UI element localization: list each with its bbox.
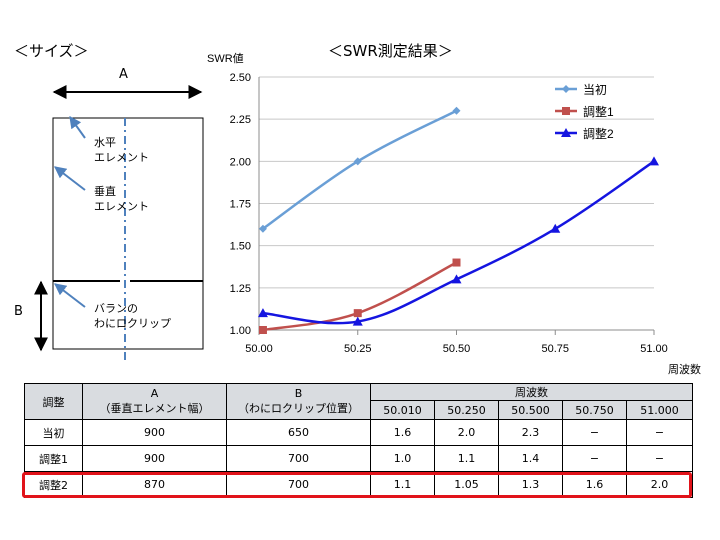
row-value: 1.05: [434, 471, 499, 498]
row-name: 調整1: [24, 445, 83, 472]
dimension-b-label: B: [14, 304, 23, 319]
x-tick-label: 51.00: [640, 343, 668, 355]
row-value: 1.4: [498, 445, 563, 472]
data-point: [451, 274, 462, 284]
chart-section-title: ＜SWR測定結果＞: [328, 42, 453, 60]
annotation-balun-clip: バランの わにロクリップ: [94, 302, 171, 330]
x-tick-label: 50.50: [443, 343, 471, 355]
row-b: 650: [226, 419, 371, 446]
antenna-frame: [52, 117, 204, 350]
table-row: 調整1 900 700 1.0 1.1 1.4 − −: [24, 445, 694, 472]
swr-chart: 1.00 1.25 1.50 1.75 2.00 2.25 2.50 50.00 50.25 50…: [207, 52, 701, 376]
y-tick-label: 2.25: [230, 114, 251, 126]
row-value: 1.6: [370, 419, 435, 446]
y-tick-label: 1.75: [230, 199, 251, 211]
row-b: 700: [226, 445, 371, 472]
header-freq-cell: 50.750: [562, 400, 627, 420]
row-a: 900: [82, 419, 227, 446]
series-line: [262, 261, 458, 332]
data-point: [562, 85, 570, 93]
pointer-vertical: [54, 166, 86, 191]
row-value: −: [562, 419, 627, 446]
y-tick-label: 2.50: [230, 72, 251, 84]
y-tick-label: 1.50: [230, 241, 251, 253]
row-value: −: [625, 445, 694, 472]
series-line: [262, 109, 458, 230]
header-a: A （垂直エレメント幅）: [82, 383, 227, 420]
y-tick-label: 2.00: [230, 156, 251, 168]
y-tick-label: 1.25: [230, 283, 251, 295]
annotation-vertical-element: 垂直 エレメント: [94, 185, 149, 213]
row-b: 700: [226, 471, 371, 498]
header-freq-cell: 50.010: [370, 400, 435, 420]
data-point: [258, 326, 267, 334]
data-point: [353, 157, 362, 166]
row-value: 1.3: [498, 471, 563, 498]
pointer-horizontal: [69, 116, 86, 139]
table-row: 当初 900 650 1.6 2.0 2.3 − −: [24, 419, 694, 446]
row-value: 2.0: [625, 471, 694, 498]
dimension-a-label: A: [119, 67, 128, 82]
row-value: −: [625, 419, 694, 446]
data-point: [649, 156, 659, 166]
legend-label: 調整2: [583, 126, 614, 141]
header-frequency: 周波数: [369, 383, 694, 401]
row-value: −: [562, 445, 627, 472]
annotation-horizontal-element: 水平 エレメント: [94, 136, 149, 164]
x-axis-label: 周波数: [668, 363, 701, 376]
data-point: [353, 309, 362, 318]
y-axis-label: SWR値: [207, 52, 244, 65]
header-b: B （わにロクリップ位置）: [226, 383, 371, 420]
data-point: [550, 223, 561, 233]
table-row: 調整2 870 700 1.1 1.05 1.3 1.6 2.0: [24, 471, 694, 498]
row-value: 2.0: [434, 419, 499, 446]
y-tick-label: 1.00: [230, 325, 251, 337]
row-name: 調整2: [24, 471, 83, 498]
legend-label: 当初: [583, 83, 607, 97]
swr-table: 調整 A （垂直エレメント幅） B （わにロクリップ位置） 周波数 50.010 5…: [24, 383, 694, 498]
row-value: 1.1: [434, 445, 499, 472]
row-value: 1.1: [370, 471, 435, 498]
header-freq-cell: 50.250: [434, 400, 499, 420]
row-value: 1.0: [370, 445, 435, 472]
size-section-title: ＜サイズ＞: [14, 42, 89, 60]
header-freq-cell: 51.000: [625, 400, 694, 420]
row-value: 2.3: [498, 419, 563, 446]
legend-label: 調整1: [583, 104, 614, 119]
data-point: [561, 128, 571, 137]
header-adjust: 調整: [24, 383, 83, 420]
data-point: [257, 308, 268, 318]
x-tick-label: 50.00: [245, 343, 273, 355]
header-freq-cell: 50.500: [498, 400, 563, 420]
data-point: [452, 106, 461, 115]
row-a: 870: [82, 471, 227, 498]
data-point: [562, 107, 570, 115]
row-name: 当初: [24, 419, 83, 446]
data-point: [352, 316, 363, 326]
data-point: [452, 258, 461, 267]
data-point: [258, 224, 267, 233]
row-a: 900: [82, 445, 227, 472]
pointer-clip: [54, 283, 86, 308]
x-tick-label: 50.25: [344, 343, 372, 355]
x-tick-label: 50.75: [541, 343, 569, 355]
row-value: 1.6: [562, 471, 627, 498]
